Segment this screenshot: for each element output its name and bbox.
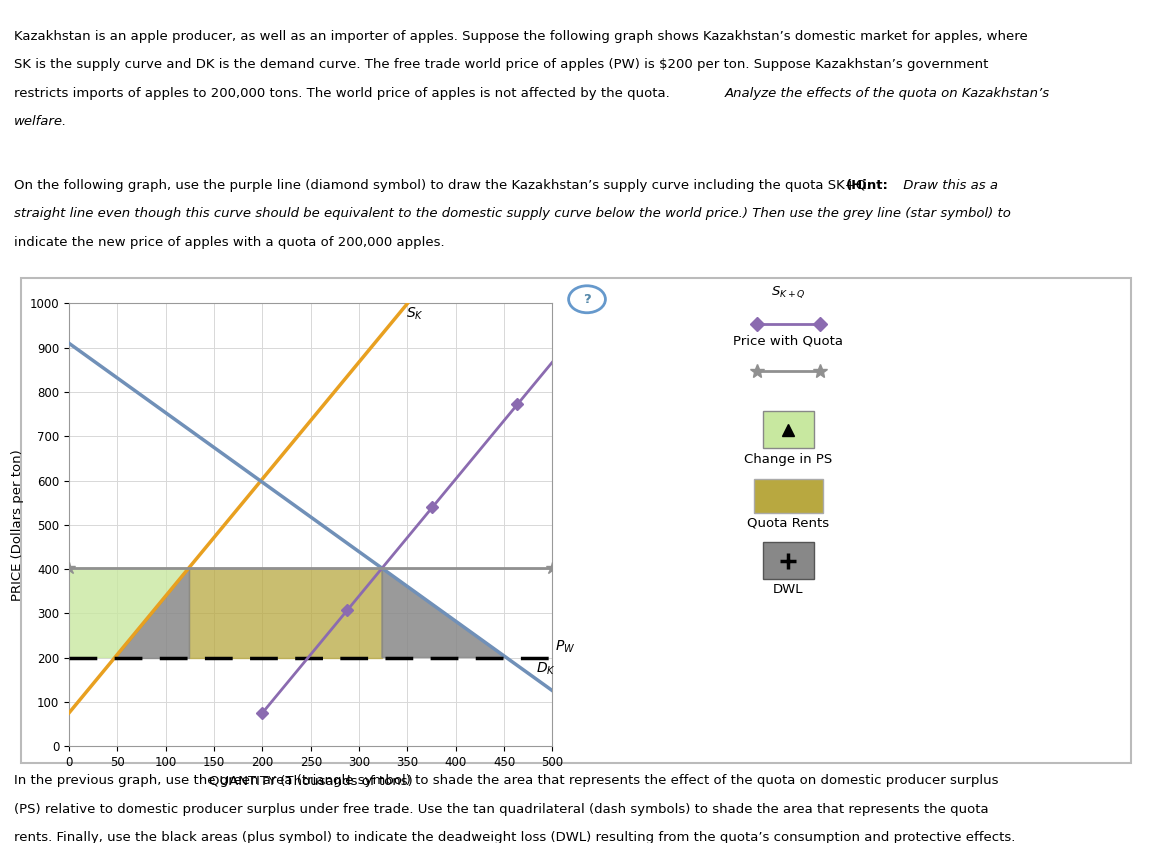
- Text: Price with Quota: Price with Quota: [733, 335, 844, 347]
- Text: restricts imports of apples to 200,000 tons. The world price of apples is not af: restricts imports of apples to 200,000 t…: [14, 87, 673, 99]
- Text: Change in PS: Change in PS: [745, 453, 832, 465]
- Polygon shape: [382, 568, 506, 658]
- Text: $D_K$: $D_K$: [535, 661, 556, 678]
- Text: SK is the supply curve and DK is the demand curve. The free trade world price of: SK is the supply curve and DK is the dem…: [14, 58, 989, 71]
- Text: $S_K$: $S_K$: [406, 306, 424, 322]
- Y-axis label: PRICE (Dollars per ton): PRICE (Dollars per ton): [12, 448, 24, 601]
- Text: rents. Finally, use the black areas (plus symbol) to indicate the deadweight los: rents. Finally, use the black areas (plu…: [14, 831, 1015, 843]
- Text: welfare.: welfare.: [14, 115, 67, 128]
- Text: straight line even though this curve should be equivalent to the domestic supply: straight line even though this curve sho…: [14, 207, 1011, 220]
- Polygon shape: [69, 568, 189, 658]
- Text: indicate the new price of apples with a quota of 200,000 apples.: indicate the new price of apples with a …: [14, 236, 444, 249]
- Text: Analyze the effects of the quota on Kazakhstan’s: Analyze the effects of the quota on Kaza…: [725, 87, 1050, 99]
- Text: $S_{K+Q}$: $S_{K+Q}$: [771, 284, 806, 300]
- Polygon shape: [115, 568, 189, 658]
- Text: DWL: DWL: [773, 583, 803, 596]
- Polygon shape: [189, 568, 382, 658]
- Text: In the previous graph, use the green area (triangle symbol) to shade the area th: In the previous graph, use the green are…: [14, 774, 998, 787]
- Text: Quota Rents: Quota Rents: [747, 517, 830, 529]
- X-axis label: QUANTITY (Thousands of tons): QUANTITY (Thousands of tons): [208, 775, 413, 787]
- Text: Kazakhstan is an apple producer, as well as an importer of apples. Suppose the f: Kazakhstan is an apple producer, as well…: [14, 30, 1028, 42]
- Text: Draw this as a: Draw this as a: [899, 179, 998, 191]
- Text: (Hint:: (Hint:: [846, 179, 889, 191]
- Text: $P_W$: $P_W$: [556, 639, 576, 655]
- Text: ?: ?: [584, 293, 590, 306]
- Text: (PS) relative to domestic producer surplus under free trade. Use the tan quadril: (PS) relative to domestic producer surpl…: [14, 803, 989, 815]
- Text: On the following graph, use the purple line (diamond symbol) to draw the Kazakhs: On the following graph, use the purple l…: [14, 179, 875, 191]
